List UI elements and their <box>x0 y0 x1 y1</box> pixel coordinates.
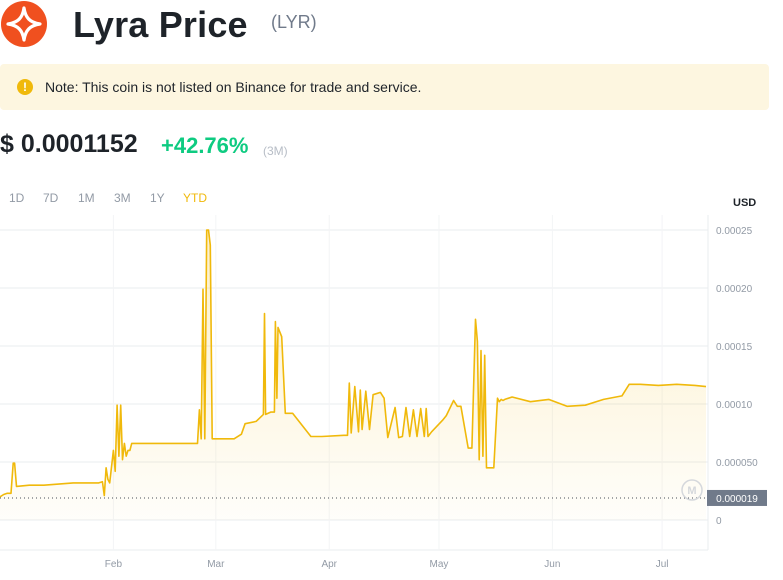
price-change: +42.76% <box>161 133 249 158</box>
lyra-logo-icon <box>1 1 47 47</box>
tab-3m[interactable]: 3M <box>114 191 131 205</box>
y-tick-label: 0.00025 <box>716 226 753 237</box>
x-tick-label: May <box>430 559 449 570</box>
y-tick-label: 0 <box>716 516 722 527</box>
price-area-fill <box>0 230 706 520</box>
y-tick-label: 0.00015 <box>716 342 753 353</box>
price-chart-svg[interactable]: 0.00025 0.00020 0.00015 0.00010 0.000050 0 Feb… <box>0 215 783 575</box>
y-tick-label: 0.00020 <box>716 284 753 295</box>
tab-ytd[interactable]: YTD <box>183 191 207 205</box>
baseline-label-box <box>707 489 767 506</box>
tab-1y[interactable]: 1Y <box>150 191 165 205</box>
x-tick-label: Apr <box>321 559 337 570</box>
listing-note-banner: ! Note: This coin is not listed on Binan… <box>0 64 769 110</box>
x-tick-label: Feb <box>105 559 123 570</box>
coin-symbol: (LYR) <box>271 12 317 32</box>
baseline-label: 0.000019 <box>716 494 758 505</box>
tab-7d[interactable]: 7D <box>43 191 59 205</box>
coin-header: Lyra Price (LYR) <box>0 0 783 52</box>
price-line <box>0 229 707 498</box>
y-tick-label: 0.000050 <box>716 458 758 469</box>
note-text: Note: This coin is not listed on Binance… <box>45 79 422 95</box>
exclamation-icon: ! <box>17 79 33 95</box>
price-chart[interactable]: 0.00025 0.00020 0.00015 0.00010 0.000050 0 Feb… <box>0 215 783 575</box>
x-tick-label: Jul <box>656 559 669 570</box>
y-tick-label: 0.00010 <box>716 400 753 411</box>
change-period: (3M) <box>263 144 288 158</box>
watermark-icon-glyph: M <box>687 485 696 497</box>
tab-1m[interactable]: 1M <box>78 191 95 205</box>
tab-1d[interactable]: 1D <box>9 191 25 205</box>
current-price: $ 0.0001152 <box>0 130 138 158</box>
watermark-icon <box>681 479 703 501</box>
currency-label: USD <box>733 197 757 209</box>
x-tick-label: Mar <box>207 559 225 570</box>
page-title: Lyra Price <box>73 4 248 45</box>
x-tick-label: Jun <box>544 559 560 570</box>
